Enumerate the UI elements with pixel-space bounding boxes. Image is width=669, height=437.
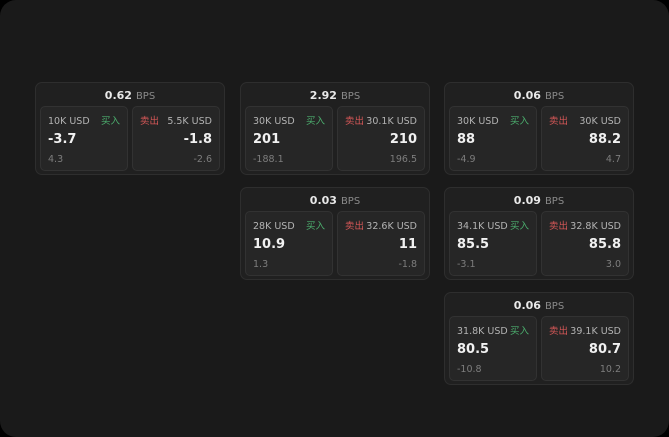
bps-header: 0.06 BPS xyxy=(445,83,633,106)
buy-sub-value: -10.8 xyxy=(457,364,482,375)
sell-price: 85.8 xyxy=(588,237,621,252)
buy-price: -3.7 xyxy=(48,132,77,147)
sell-amount: 5.5K USD xyxy=(167,116,212,127)
bps-label: BPS xyxy=(340,91,361,102)
buy-price: 88 xyxy=(457,132,476,147)
buy-label: 买入 xyxy=(509,221,529,232)
sell-panel[interactable]: 卖出 5.5K USD -1.8 -2.6 xyxy=(132,106,220,171)
bps-label: BPS xyxy=(135,91,156,102)
sell-amount: 30.1K USD xyxy=(366,116,417,127)
quote-card: 0.06 BPS 30K USD 买入 88 -4.9 卖出 30K USD 8… xyxy=(444,82,634,175)
sell-label: 卖出 xyxy=(140,116,160,127)
sell-price: 80.7 xyxy=(588,342,621,357)
sell-label: 卖出 xyxy=(549,326,569,337)
sell-sub-value: -1.8 xyxy=(398,259,417,270)
sell-price: 11 xyxy=(398,237,417,252)
sell-sub-value: 3.0 xyxy=(605,259,621,270)
buy-amount: 34.1K USD xyxy=(457,221,508,232)
buy-label: 买入 xyxy=(509,116,529,127)
sell-sub-value: 4.7 xyxy=(605,154,621,165)
sell-sub-value: 10.2 xyxy=(599,364,621,375)
buy-sub-value: -4.9 xyxy=(457,154,476,165)
bps-header: 2.92 BPS xyxy=(241,83,429,106)
quote-body: 30K USD 买入 88 -4.9 卖出 30K USD 88.2 4.7 xyxy=(445,106,633,175)
quote-body: 31.8K USD 买入 80.5 -10.8 卖出 39.1K USD 80.… xyxy=(445,316,633,385)
buy-amount: 30K USD xyxy=(457,116,499,127)
sell-panel[interactable]: 卖出 32.6K USD 11 -1.8 xyxy=(337,211,425,276)
buy-price: 85.5 xyxy=(457,237,490,252)
buy-panel[interactable]: 31.8K USD 买入 80.5 -10.8 xyxy=(449,316,537,381)
bps-value: 0.62 xyxy=(104,89,132,102)
sell-label: 卖出 xyxy=(345,116,365,127)
bps-label: BPS xyxy=(544,91,565,102)
buy-price: 10.9 xyxy=(253,237,286,252)
bps-label: BPS xyxy=(544,196,565,207)
quote-card: 0.03 BPS 28K USD 买入 10.9 1.3 卖出 32.6K US… xyxy=(240,187,430,280)
buy-label: 买入 xyxy=(305,221,325,232)
sell-label: 卖出 xyxy=(549,116,569,127)
buy-amount: 28K USD xyxy=(253,221,295,232)
quote-body: 28K USD 买入 10.9 1.3 卖出 32.6K USD 11 -1.8 xyxy=(241,211,429,280)
buy-amount: 10K USD xyxy=(48,116,90,127)
buy-panel[interactable]: 28K USD 买入 10.9 1.3 xyxy=(245,211,333,276)
buy-price: 80.5 xyxy=(457,342,490,357)
sell-panel[interactable]: 卖出 32.8K USD 85.8 3.0 xyxy=(541,211,629,276)
sell-amount: 32.8K USD xyxy=(570,221,621,232)
buy-price: 201 xyxy=(253,132,281,147)
quote-card: 0.62 BPS 10K USD 买入 -3.7 4.3 卖出 5.5K USD… xyxy=(35,82,225,175)
sell-amount: 30K USD xyxy=(579,116,621,127)
buy-panel[interactable]: 30K USD 买入 88 -4.9 xyxy=(449,106,537,171)
quote-body: 10K USD 买入 -3.7 4.3 卖出 5.5K USD -1.8 -2.… xyxy=(36,106,224,175)
buy-sub-value: -188.1 xyxy=(253,154,284,165)
quote-card: 0.06 BPS 31.8K USD 买入 80.5 -10.8 卖出 39.1… xyxy=(444,292,634,385)
bps-header: 0.09 BPS xyxy=(445,188,633,211)
bps-value: 2.92 xyxy=(309,89,337,102)
buy-sub-value: 4.3 xyxy=(48,154,64,165)
sell-price: 210 xyxy=(389,132,417,147)
quote-card: 2.92 BPS 30K USD 买入 201 -188.1 卖出 30.1K … xyxy=(240,82,430,175)
bps-value: 0.06 xyxy=(513,299,541,312)
buy-label: 买入 xyxy=(509,326,529,337)
buy-panel[interactable]: 34.1K USD 买入 85.5 -3.1 xyxy=(449,211,537,276)
bps-header: 0.03 BPS xyxy=(241,188,429,211)
sell-panel[interactable]: 卖出 39.1K USD 80.7 10.2 xyxy=(541,316,629,381)
bps-header: 0.06 BPS xyxy=(445,293,633,316)
quote-body: 34.1K USD 买入 85.5 -3.1 卖出 32.8K USD 85.8… xyxy=(445,211,633,280)
quote-card: 0.09 BPS 34.1K USD 买入 85.5 -3.1 卖出 32.8K… xyxy=(444,187,634,280)
sell-price: 88.2 xyxy=(588,132,621,147)
buy-sub-value: 1.3 xyxy=(253,259,269,270)
sell-label: 卖出 xyxy=(345,221,365,232)
sell-sub-value: -2.6 xyxy=(193,154,212,165)
buy-label: 买入 xyxy=(305,116,325,127)
bps-header: 0.62 BPS xyxy=(36,83,224,106)
sell-panel[interactable]: 卖出 30K USD 88.2 4.7 xyxy=(541,106,629,171)
bps-value: 0.03 xyxy=(309,194,337,207)
buy-panel[interactable]: 30K USD 买入 201 -188.1 xyxy=(245,106,333,171)
sell-price: -1.8 xyxy=(183,132,212,147)
bps-value: 0.09 xyxy=(513,194,541,207)
buy-panel[interactable]: 10K USD 买入 -3.7 4.3 xyxy=(40,106,128,171)
sell-amount: 39.1K USD xyxy=(570,326,621,337)
buy-label: 买入 xyxy=(100,116,120,127)
buy-sub-value: -3.1 xyxy=(457,259,476,270)
sell-panel[interactable]: 卖出 30.1K USD 210 196.5 xyxy=(337,106,425,171)
bps-label: BPS xyxy=(340,196,361,207)
bps-value: 0.06 xyxy=(513,89,541,102)
bps-label: BPS xyxy=(544,301,565,312)
sell-label: 卖出 xyxy=(549,221,569,232)
buy-amount: 30K USD xyxy=(253,116,295,127)
sell-sub-value: 196.5 xyxy=(389,154,417,165)
sell-amount: 32.6K USD xyxy=(366,221,417,232)
buy-amount: 31.8K USD xyxy=(457,326,508,337)
quote-body: 30K USD 买入 201 -188.1 卖出 30.1K USD 210 1… xyxy=(241,106,429,175)
